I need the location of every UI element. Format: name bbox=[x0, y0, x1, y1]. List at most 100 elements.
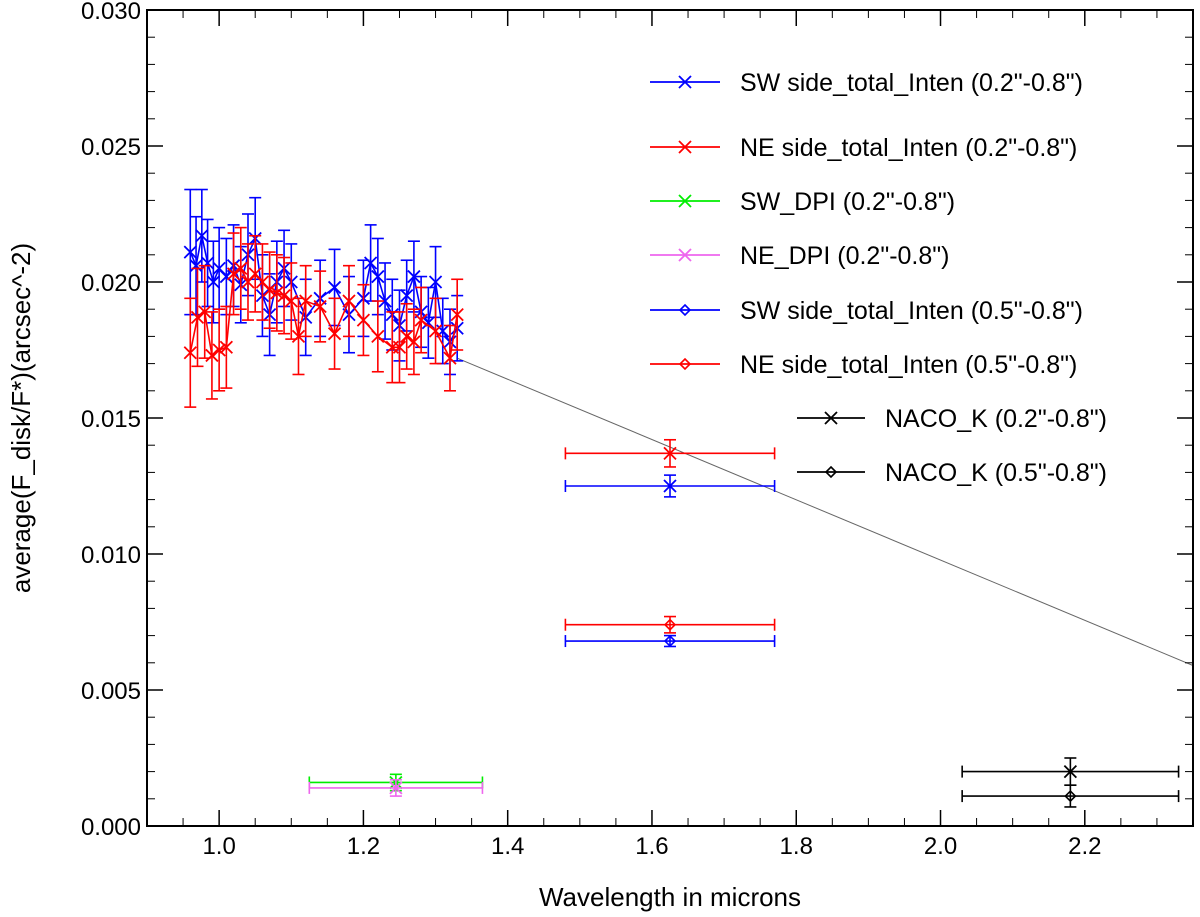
axes: 1.0 1.2 1.4 1.6 1.8 2.0 2.2 0.000 0.005 0.010 0.01… bbox=[81, 0, 1194, 860]
data-point bbox=[313, 270, 327, 343]
data-point bbox=[183, 188, 197, 316]
x-marker bbox=[371, 269, 385, 284]
x-marker bbox=[195, 229, 209, 243]
x-marker bbox=[400, 329, 414, 344]
data-point bbox=[277, 256, 291, 335]
x-marker bbox=[678, 75, 692, 89]
x-marker bbox=[299, 294, 313, 308]
x-marker bbox=[219, 269, 233, 284]
y-tick-label: 0.015 bbox=[81, 406, 141, 433]
x-marker bbox=[663, 479, 677, 493]
series-group bbox=[564, 634, 776, 648]
x-marker bbox=[226, 267, 241, 281]
legend-label: SW side_total_Inten (0.2"-0.8") bbox=[740, 69, 1083, 97]
y-tick-label: 0.010 bbox=[81, 542, 141, 569]
x-marker bbox=[234, 261, 248, 276]
data-point bbox=[219, 305, 233, 389]
diamond-marker bbox=[1064, 789, 1077, 803]
data-point bbox=[414, 286, 428, 354]
x-tick-label: 1.8 bbox=[780, 833, 813, 860]
diamond-marker bbox=[663, 618, 677, 631]
x-tick-label: 1.0 bbox=[202, 833, 235, 860]
legend-label: NACO_K (0.5"-0.8") bbox=[885, 459, 1107, 487]
x-marker bbox=[327, 280, 342, 295]
y-tick-label: 0.000 bbox=[81, 814, 141, 841]
x-marker bbox=[212, 343, 226, 357]
x-marker bbox=[205, 348, 219, 363]
x-marker bbox=[450, 308, 464, 322]
x-marker bbox=[206, 275, 221, 289]
data-point bbox=[212, 226, 226, 311]
x-marker bbox=[663, 446, 677, 460]
legend-item: SW_DPI (0.2"-0.8") bbox=[650, 188, 955, 216]
x-marker bbox=[277, 288, 291, 303]
data-point bbox=[450, 278, 464, 351]
data-point bbox=[564, 615, 776, 634]
x-marker bbox=[313, 299, 327, 314]
x-marker bbox=[378, 294, 392, 308]
legend-item: NE side_total_Inten (0.5"-0.8") bbox=[650, 351, 1077, 379]
legend-label: NE side_total_Inten (0.2"-0.8") bbox=[740, 134, 1077, 162]
y-tick-label: 0.005 bbox=[81, 678, 141, 705]
x-tick-label: 2.2 bbox=[1068, 833, 1101, 860]
x-marker bbox=[183, 245, 197, 259]
x-marker bbox=[356, 313, 371, 327]
data-point bbox=[183, 297, 197, 408]
data-point bbox=[363, 224, 378, 302]
data-point bbox=[299, 264, 313, 338]
data-point bbox=[356, 283, 371, 357]
plot-area bbox=[183, 188, 1193, 808]
data-point bbox=[241, 243, 255, 321]
y-tick-label: 0.020 bbox=[81, 270, 141, 297]
data-point bbox=[961, 757, 1180, 787]
x-marker bbox=[678, 248, 692, 262]
x-marker bbox=[678, 140, 692, 154]
diamond-marker bbox=[663, 634, 677, 648]
legend: SW side_total_Inten (0.2"-0.8") NE side_t… bbox=[650, 69, 1107, 487]
data-point bbox=[205, 311, 219, 400]
data-point bbox=[564, 474, 776, 498]
legend-label: SW_DPI (0.2"-0.8") bbox=[740, 188, 955, 216]
data-point bbox=[443, 324, 457, 392]
data-point bbox=[262, 251, 277, 330]
data-point bbox=[226, 232, 241, 316]
x-marker bbox=[392, 340, 407, 354]
legend-item: SW side_total_Inten (0.5"-0.8") bbox=[650, 297, 1083, 325]
legend-item: SW side_total_Inten (0.2"-0.8") bbox=[650, 69, 1083, 97]
data-point bbox=[284, 262, 298, 340]
data-point bbox=[270, 254, 284, 332]
legend-label: NE_DPI (0.2"-0.8") bbox=[740, 242, 950, 270]
data-point bbox=[392, 311, 407, 384]
series-group bbox=[183, 188, 776, 498]
diamond-marker bbox=[678, 303, 692, 317]
data-point bbox=[342, 264, 356, 338]
series-group bbox=[961, 784, 1180, 808]
data-point bbox=[234, 226, 248, 311]
series-group bbox=[564, 615, 776, 634]
x-marker bbox=[400, 288, 414, 303]
y-tick-label: 0.025 bbox=[81, 134, 141, 161]
x-marker bbox=[200, 256, 215, 270]
x-marker bbox=[342, 294, 356, 308]
data-point bbox=[378, 262, 392, 340]
y-axis-title: average(F_disk/F*)(arcsec^-2) bbox=[6, 243, 36, 593]
data-point bbox=[407, 308, 421, 376]
series-group bbox=[308, 778, 484, 797]
data-point bbox=[400, 302, 414, 370]
y-tick-label: 0.030 bbox=[81, 0, 141, 25]
diamond-marker bbox=[678, 357, 692, 371]
series-group bbox=[961, 757, 1180, 787]
x-tick-label: 1.2 bbox=[347, 833, 380, 860]
data-point bbox=[564, 438, 776, 468]
legend-label: SW side_total_Inten (0.5"-0.8") bbox=[740, 297, 1083, 325]
x-tick-label: 1.6 bbox=[635, 833, 668, 860]
x-marker bbox=[198, 305, 212, 319]
x-marker bbox=[284, 294, 298, 308]
x-marker bbox=[407, 269, 421, 284]
x-marker bbox=[407, 335, 421, 349]
data-point bbox=[212, 308, 226, 392]
legend-item: NE_DPI (0.2"-0.8") bbox=[650, 242, 950, 270]
data-point bbox=[206, 240, 221, 324]
x-marker bbox=[219, 340, 233, 354]
